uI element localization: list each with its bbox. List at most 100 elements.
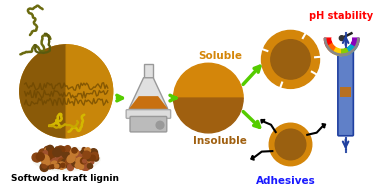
Circle shape [53, 148, 61, 157]
Circle shape [78, 157, 85, 164]
Circle shape [62, 152, 65, 156]
Circle shape [49, 147, 53, 151]
Wedge shape [347, 43, 357, 53]
Circle shape [60, 154, 64, 159]
Circle shape [50, 148, 54, 152]
Circle shape [91, 152, 98, 159]
Wedge shape [332, 38, 351, 48]
Circle shape [83, 159, 86, 163]
Circle shape [271, 40, 310, 79]
Circle shape [43, 162, 46, 166]
Circle shape [72, 159, 79, 167]
Circle shape [52, 149, 54, 151]
Circle shape [49, 161, 53, 166]
Circle shape [45, 148, 49, 152]
Circle shape [275, 129, 306, 160]
FancyBboxPatch shape [338, 49, 353, 136]
Circle shape [82, 148, 86, 151]
Circle shape [339, 36, 344, 41]
Circle shape [48, 151, 50, 154]
Circle shape [68, 155, 75, 162]
Circle shape [39, 149, 47, 157]
Circle shape [74, 161, 81, 167]
Circle shape [51, 161, 58, 168]
Circle shape [40, 155, 49, 163]
Circle shape [70, 165, 73, 167]
Circle shape [64, 148, 70, 155]
Text: Softwood kraft lignin: Softwood kraft lignin [11, 174, 119, 183]
Circle shape [76, 162, 81, 168]
Circle shape [68, 158, 73, 164]
Wedge shape [174, 98, 243, 133]
Text: Adhesives: Adhesives [256, 176, 316, 186]
Wedge shape [350, 38, 359, 47]
Circle shape [46, 145, 54, 152]
Circle shape [262, 30, 319, 88]
Circle shape [20, 45, 113, 138]
Circle shape [49, 149, 57, 157]
Circle shape [52, 151, 55, 154]
Circle shape [76, 157, 83, 164]
Circle shape [85, 155, 92, 161]
Circle shape [67, 156, 74, 163]
Wedge shape [333, 46, 342, 55]
Circle shape [67, 157, 69, 160]
Circle shape [70, 148, 78, 156]
Circle shape [77, 162, 79, 165]
Wedge shape [342, 46, 350, 55]
Circle shape [45, 153, 51, 158]
Circle shape [47, 164, 52, 169]
Circle shape [90, 165, 93, 168]
Circle shape [58, 158, 66, 166]
Circle shape [269, 123, 312, 166]
FancyBboxPatch shape [340, 87, 352, 97]
Circle shape [48, 150, 53, 155]
Circle shape [79, 164, 84, 169]
Text: Soluble: Soluble [198, 51, 242, 61]
Circle shape [32, 153, 41, 162]
Circle shape [79, 153, 88, 161]
Circle shape [84, 149, 88, 152]
Circle shape [84, 156, 90, 163]
Circle shape [81, 162, 89, 170]
Circle shape [56, 163, 61, 169]
Circle shape [43, 158, 47, 163]
Circle shape [57, 164, 60, 167]
Circle shape [89, 153, 91, 156]
Wedge shape [66, 45, 113, 138]
Circle shape [90, 155, 95, 161]
Circle shape [79, 154, 82, 157]
Circle shape [74, 160, 82, 168]
Circle shape [43, 160, 49, 166]
Circle shape [76, 152, 84, 160]
Circle shape [74, 153, 82, 160]
Circle shape [67, 160, 74, 167]
Circle shape [55, 164, 59, 168]
Circle shape [82, 163, 90, 170]
Circle shape [42, 163, 47, 168]
Circle shape [81, 158, 85, 162]
Circle shape [65, 147, 71, 154]
Circle shape [45, 160, 50, 165]
Circle shape [87, 164, 93, 168]
Circle shape [71, 149, 79, 157]
Circle shape [43, 151, 48, 155]
Circle shape [90, 149, 98, 157]
Circle shape [45, 151, 53, 160]
Circle shape [156, 121, 164, 129]
Circle shape [61, 159, 70, 168]
Circle shape [56, 147, 59, 150]
Ellipse shape [33, 147, 100, 171]
Circle shape [56, 146, 65, 154]
Wedge shape [327, 43, 337, 53]
Text: Insoluble: Insoluble [193, 136, 247, 146]
Circle shape [332, 29, 351, 48]
Circle shape [72, 148, 77, 153]
Circle shape [45, 149, 49, 153]
Wedge shape [20, 45, 66, 138]
Circle shape [82, 161, 90, 170]
Circle shape [81, 150, 84, 153]
Circle shape [35, 157, 40, 162]
Wedge shape [324, 38, 359, 55]
Circle shape [50, 152, 54, 156]
